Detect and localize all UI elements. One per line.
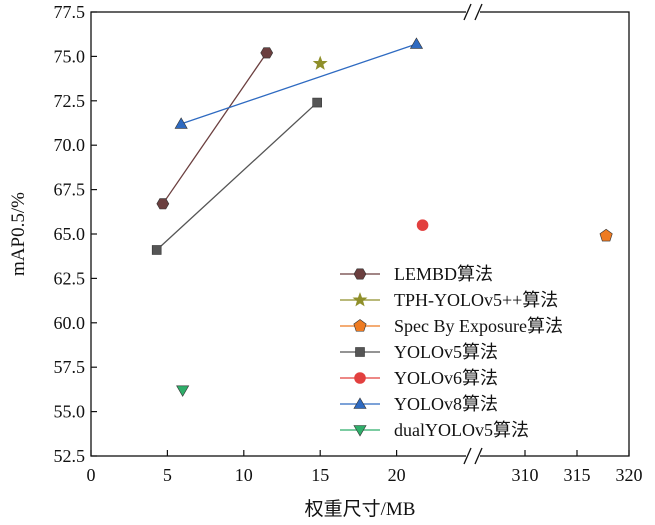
- x-tick-label: 310: [512, 465, 539, 485]
- legend-label: TPH-YOLOv5++算法: [394, 290, 558, 310]
- legend: LEMBD算法 TPH-YOLOv5++算法 Spec By Exposure算法 Y…: [340, 264, 563, 440]
- y-tick-label: 57.5: [54, 357, 86, 377]
- legend-item: YOLOv6算法: [340, 368, 498, 388]
- data-point: [151, 245, 162, 255]
- y-tick-label: 60.0: [54, 313, 86, 333]
- x-tick-labels: 0 5 10 15 20 310 315 320: [87, 465, 643, 485]
- x-tick-label: 315: [564, 465, 591, 485]
- series: [174, 37, 424, 129]
- axis-ticks: [90, 11, 630, 457]
- data-point: [260, 47, 274, 59]
- series-line: [180, 43, 417, 125]
- legend-item: Spec By Exposure算法: [340, 316, 563, 336]
- x-tick-label: 20: [388, 465, 406, 485]
- y-tick-label: 72.5: [54, 91, 86, 111]
- series: [416, 219, 429, 231]
- data-point: [312, 55, 328, 70]
- break-slash: [474, 447, 483, 465]
- legend-label: LEMBD算法: [394, 264, 493, 284]
- y-tick-label: 55.0: [54, 402, 86, 422]
- legend-label: YOLOv8算法: [394, 394, 498, 414]
- data-point: [416, 219, 429, 231]
- data-point: [312, 97, 322, 108]
- y-tick-label: 67.5: [54, 180, 86, 200]
- legend-marker: [355, 347, 365, 357]
- series-line: [162, 52, 268, 205]
- y-tick-label: 62.5: [54, 268, 86, 288]
- legend-item: YOLOv5算法: [340, 342, 498, 362]
- x-tick-label: 0: [87, 465, 96, 485]
- legend-marker: [353, 319, 367, 332]
- legend-item: YOLOv8算法: [340, 394, 498, 414]
- series: [176, 385, 190, 397]
- y-tick-label: 77.5: [54, 2, 86, 22]
- series: [151, 97, 322, 255]
- break-slash: [463, 3, 472, 21]
- x-tick-label: 320: [616, 465, 643, 485]
- break-slash: [463, 447, 472, 465]
- y-tick-labels: 52.5 55.0 57.5 60.0 62.5 65.0 67.5 70.0 72.5 75.0…: [54, 2, 86, 466]
- legend-marker: [353, 397, 367, 409]
- legend-item: LEMBD算法: [340, 264, 493, 284]
- y-tick-label: 75.0: [54, 46, 86, 66]
- axis-break-marks: [463, 3, 483, 465]
- legend-label: YOLOv5算法: [394, 342, 498, 362]
- data-point: [409, 37, 424, 49]
- break-gap: [466, 453, 480, 459]
- data-point: [174, 117, 188, 129]
- series-layer: [151, 37, 613, 397]
- series: [156, 47, 274, 210]
- x-tick-label: 10: [235, 465, 253, 485]
- legend-label: dualYOLOv5算法: [394, 420, 529, 440]
- series: [312, 55, 328, 70]
- y-tick-label: 70.0: [54, 135, 86, 155]
- legend-label: Spec By Exposure算法: [394, 316, 563, 336]
- data-point: [176, 385, 190, 397]
- legend-marker: [353, 425, 367, 437]
- legend-marker: [354, 372, 366, 384]
- data-point: [156, 198, 170, 210]
- series: [599, 228, 613, 242]
- x-axis-label: 权重尺寸/MB: [305, 498, 416, 520]
- legend-marker: [352, 292, 368, 307]
- legend-item: dualYOLOv5算法: [340, 420, 529, 440]
- legend-marker: [353, 268, 367, 280]
- series-line: [156, 102, 318, 251]
- legend-label: YOLOv6算法: [394, 368, 498, 388]
- x-tick-label: 15: [311, 465, 329, 485]
- data-point: [599, 228, 613, 242]
- break-gap: [466, 9, 480, 15]
- y-axis-label: mAP0.5/%: [8, 192, 29, 276]
- break-slash: [474, 3, 483, 21]
- y-tick-label: 65.0: [54, 224, 86, 244]
- x-tick-label: 5: [163, 465, 172, 485]
- y-tick-label: 52.5: [54, 446, 86, 466]
- plot-frame: [90, 11, 630, 457]
- legend-item: TPH-YOLOv5++算法: [340, 290, 558, 310]
